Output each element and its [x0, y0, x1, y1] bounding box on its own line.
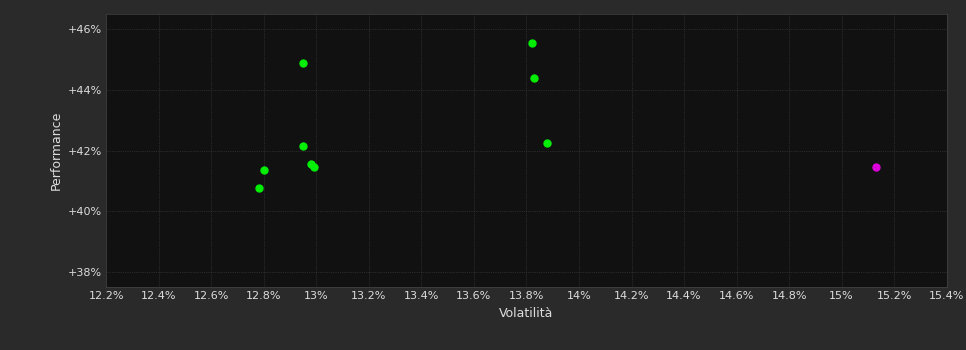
Point [251, 186, 267, 191]
Point [296, 60, 311, 65]
Point [868, 164, 884, 170]
Point [256, 167, 271, 173]
Point [296, 143, 311, 149]
X-axis label: Volatilità: Volatilità [499, 307, 554, 320]
Point [306, 164, 322, 170]
Point [526, 75, 542, 80]
Point [524, 40, 539, 46]
Point [540, 140, 555, 146]
Point [303, 161, 319, 167]
Y-axis label: Performance: Performance [49, 111, 62, 190]
